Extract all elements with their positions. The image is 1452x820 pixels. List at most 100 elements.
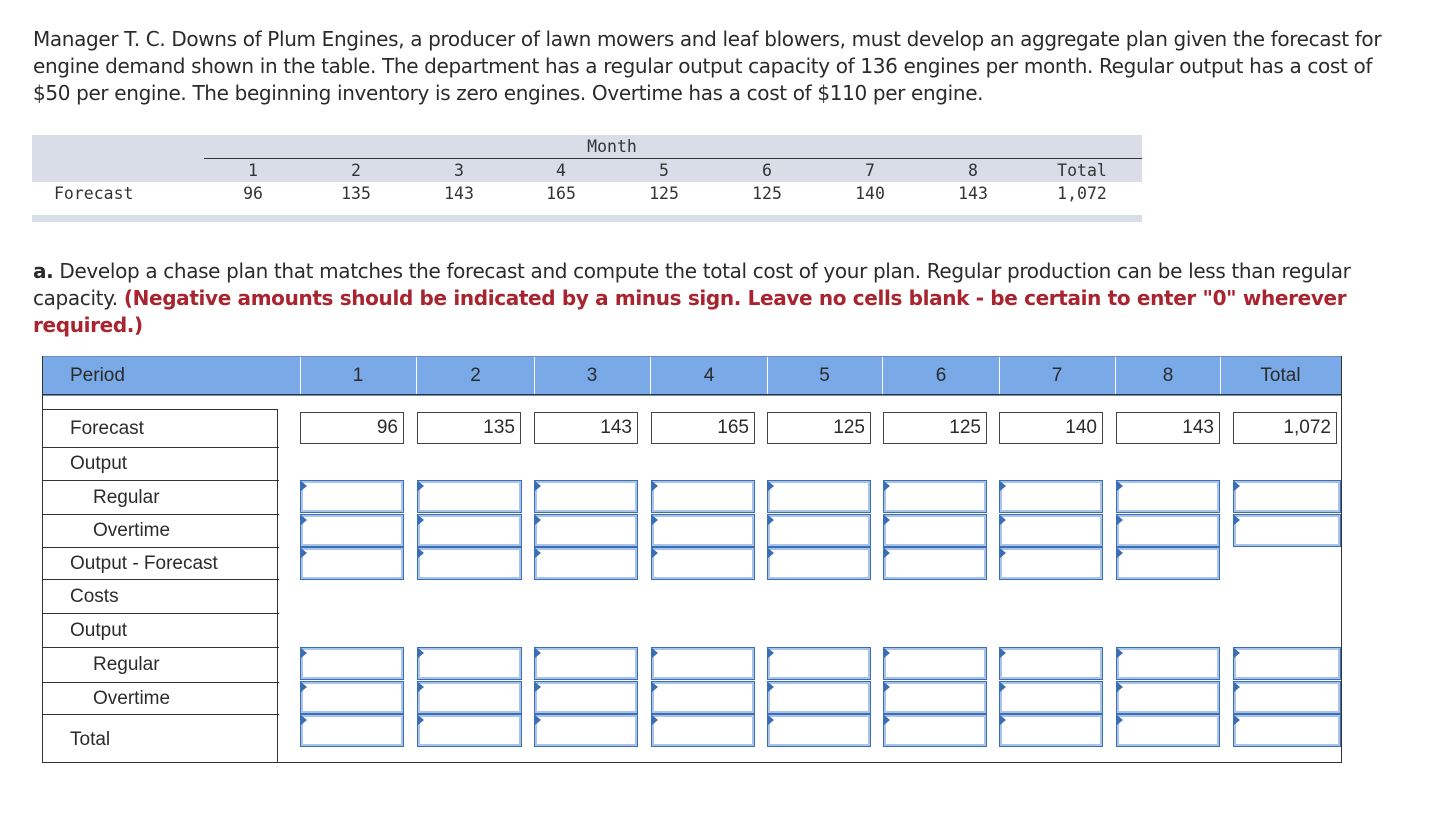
cost-total-input-total[interactable] [1233, 714, 1341, 747]
cost-regular-input-6[interactable] [883, 647, 987, 680]
header-separator [1220, 357, 1221, 395]
cost-regular-input-3[interactable] [534, 647, 638, 680]
row-label-cost-overtime: Overtime [93, 687, 171, 709]
output-minus-forecast-input-6[interactable] [883, 547, 987, 580]
output-overtime-input-1[interactable] [300, 514, 404, 547]
row-label-cost-output: Output [70, 619, 128, 641]
cost-overtime-input-2[interactable] [417, 681, 522, 714]
row-output: Output [43, 448, 279, 481]
cost-regular-input-7[interactable] [999, 647, 1103, 680]
grid-header-row: Period 1 2 3 4 5 6 7 8 Total [42, 356, 1342, 396]
cost-regular-input-4[interactable] [651, 647, 755, 680]
output-regular-input-2[interactable] [417, 480, 522, 513]
row-label-cost-regular: Regular [93, 654, 160, 675]
month-col-8: 8 [968, 161, 978, 180]
output-regular-input-4[interactable] [651, 480, 755, 513]
forecast-table-rule [204, 158, 1142, 159]
cost-overtime-input-3[interactable] [534, 681, 638, 714]
row-label-regular: Regular [93, 486, 160, 508]
output-minus-forecast-input-3[interactable] [534, 547, 638, 580]
grid-frame-right [1341, 356, 1342, 763]
output-regular-input-8[interactable] [1116, 480, 1220, 513]
row-label-total: Total [70, 728, 111, 750]
row-total: Total [43, 715, 279, 764]
cost-overtime-input-7[interactable] [999, 681, 1103, 714]
row-label-overtime: Overtime [93, 520, 171, 541]
cost-total-input-3[interactable] [534, 714, 638, 747]
header-separator [1115, 357, 1116, 395]
forecast-cell-1: 96 [300, 412, 404, 444]
output-overtime-input-3[interactable] [534, 514, 638, 547]
cost-regular-input-8[interactable] [1116, 647, 1220, 680]
output-regular-input-total[interactable] [1233, 480, 1341, 513]
forecast-value: 165 [546, 184, 576, 203]
header-period-6: 6 [935, 365, 947, 386]
cost-overtime-input-5[interactable] [767, 681, 871, 714]
forecast-value: 96 [243, 184, 263, 203]
forecast-cell-3: 143 [534, 412, 638, 444]
header-period-1: 1 [352, 365, 364, 386]
cost-total-input-7[interactable] [999, 714, 1103, 747]
header-period-8: 8 [1162, 365, 1174, 386]
output-regular-input-3[interactable] [534, 480, 638, 513]
output-minus-forecast-input-5[interactable] [767, 547, 871, 580]
cost-regular-input-1[interactable] [300, 647, 404, 680]
output-overtime-input-6[interactable] [883, 514, 987, 547]
cost-overtime-input-total[interactable] [1233, 681, 1341, 714]
month-col-4: 4 [556, 161, 566, 180]
cost-regular-input-2[interactable] [417, 647, 522, 680]
grid-frame-bottom [42, 762, 1342, 763]
output-minus-forecast-input-1[interactable] [300, 547, 404, 580]
cost-overtime-input-1[interactable] [300, 681, 404, 714]
cost-regular-input-5[interactable] [767, 647, 871, 680]
problem-statement: Manager T. C. Downs of Plum Engines, a p… [33, 27, 1382, 105]
cost-overtime-input-8[interactable] [1116, 681, 1220, 714]
header-period-4: 4 [703, 365, 715, 386]
cost-overtime-input-4[interactable] [651, 681, 755, 714]
forecast-value: 143 [958, 184, 988, 203]
question-text: Develop a chase plan that matches the fo… [33, 259, 1351, 310]
forecast-cell-total: 1,072 [1233, 412, 1337, 444]
cost-total-input-1[interactable] [300, 714, 404, 747]
forecast-row-label: Forecast [54, 184, 134, 203]
output-minus-forecast-input-7[interactable] [999, 547, 1103, 580]
cost-regular-input-total[interactable] [1233, 647, 1341, 680]
header-period-5: 5 [819, 365, 830, 386]
cost-total-input-5[interactable] [767, 714, 871, 747]
output-regular-input-5[interactable] [767, 480, 871, 513]
forecast-cell-8: 143 [1116, 412, 1220, 444]
forecast-value: 143 [444, 184, 474, 203]
cost-total-input-6[interactable] [883, 714, 987, 747]
output-overtime-input-4[interactable] [651, 514, 755, 547]
output-overtime-input-5[interactable] [767, 514, 871, 547]
output-overtime-input-2[interactable] [417, 514, 522, 547]
header-separator [416, 357, 417, 395]
header-separator [999, 357, 1000, 395]
row-label-output: Output [70, 453, 128, 474]
output-regular-input-6[interactable] [883, 480, 987, 513]
cost-overtime-input-6[interactable] [883, 681, 987, 714]
output-regular-input-7[interactable] [999, 480, 1103, 513]
output-regular-input-1[interactable] [300, 480, 404, 513]
forecast-cell-6: 125 [883, 412, 987, 444]
output-minus-forecast-input-2[interactable] [417, 547, 522, 580]
cost-total-input-8[interactable] [1116, 714, 1220, 747]
output-minus-forecast-input-4[interactable] [651, 547, 755, 580]
month-col-7: 7 [865, 161, 875, 180]
row-label-column: Forecast Output Regular Overtime Output … [42, 409, 279, 764]
cost-total-input-4[interactable] [651, 714, 755, 747]
row-label-forecast: Forecast [70, 417, 144, 439]
chase-plan-grid: Period 1 2 3 4 5 6 7 8 Total Forecast Ou… [42, 356, 1342, 763]
output-overtime-input-total[interactable] [1233, 514, 1341, 547]
cost-total-input-2[interactable] [417, 714, 522, 747]
forecast-table: Month 1 2 3 4 5 6 7 8 Total Forecast 96 … [32, 135, 1142, 222]
row-overtime: Overtime [43, 515, 279, 548]
forecast-value: 140 [855, 184, 885, 203]
output-overtime-input-8[interactable] [1116, 514, 1220, 547]
output-minus-forecast-input-8[interactable] [1116, 547, 1220, 580]
month-header: Month [587, 137, 637, 156]
output-overtime-input-7[interactable] [999, 514, 1103, 547]
month-col-2: 2 [351, 161, 361, 180]
row-regular: Regular [43, 481, 279, 515]
header-separator [650, 357, 651, 395]
